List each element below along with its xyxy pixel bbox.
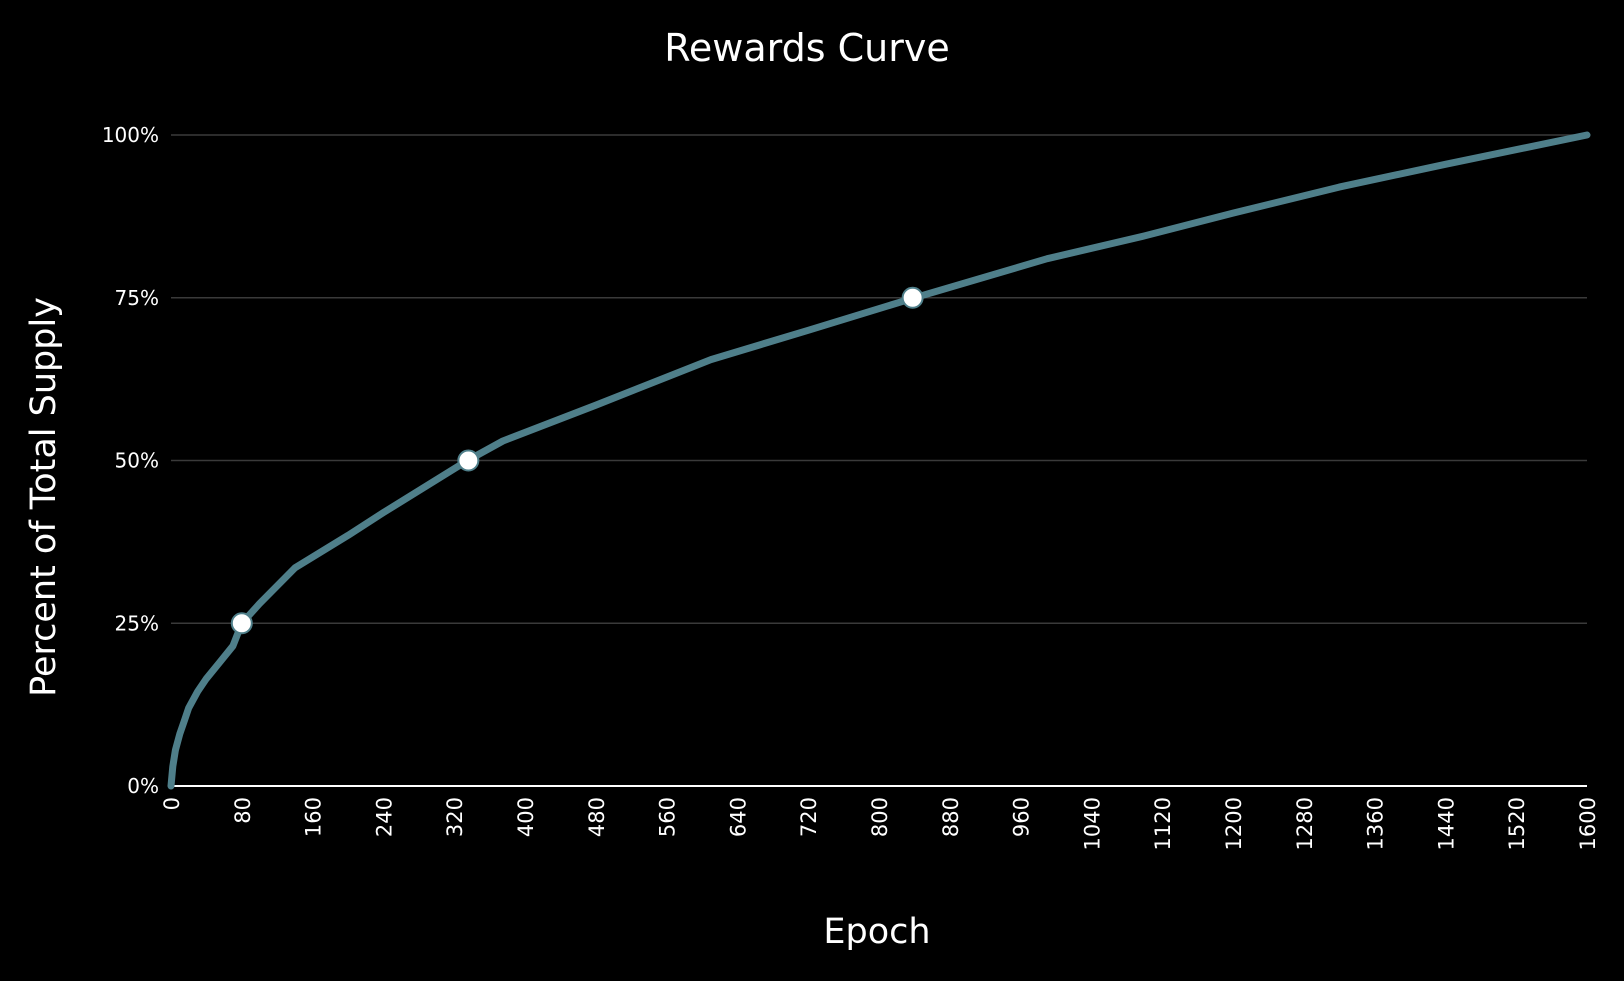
data-point-marker xyxy=(230,612,253,635)
markers-layer xyxy=(230,286,924,635)
y-tick-label: 0% xyxy=(127,774,159,798)
x-tick-label: 1120 xyxy=(1151,797,1175,850)
x-tick-label: 400 xyxy=(514,797,538,837)
x-tick-label: 160 xyxy=(302,797,326,837)
x-tick-label: 800 xyxy=(868,797,892,837)
x-tick-label: 560 xyxy=(656,797,680,837)
data-point-marker xyxy=(901,286,924,309)
x-tick-label: 1280 xyxy=(1293,797,1317,850)
x-tick-label: 0 xyxy=(160,797,184,810)
x-tick-label: 960 xyxy=(1010,797,1034,837)
x-tick-label: 1600 xyxy=(1576,797,1600,850)
grid-lines xyxy=(171,134,1587,624)
x-tick-label: 480 xyxy=(585,797,609,837)
x-tick-label: 80 xyxy=(231,797,255,824)
x-tick-label: 1200 xyxy=(1222,797,1246,850)
y-axis-label: Percent of Total Supply xyxy=(24,297,64,697)
x-tick-label: 240 xyxy=(372,797,396,837)
x-tick-label: 1440 xyxy=(1434,797,1458,850)
x-axis-label: Epoch xyxy=(823,912,930,952)
x-tick-labels: 0 80 160 240 320 400 480 560 640 720 800 880 960 1040… xyxy=(160,797,1600,850)
x-tick-label: 320 xyxy=(443,797,467,837)
y-tick-label: 100% xyxy=(102,123,159,147)
x-tick-label: 1040 xyxy=(1080,797,1104,850)
x-tick-label: 1520 xyxy=(1505,797,1529,850)
x-tick-label: 1360 xyxy=(1364,797,1388,850)
y-tick-label: 50% xyxy=(115,449,159,473)
series-layer xyxy=(167,131,1591,790)
x-tick-label: 880 xyxy=(939,797,963,837)
x-tick-label: 720 xyxy=(797,797,821,837)
series-line xyxy=(167,131,1591,790)
y-tick-label: 75% xyxy=(115,286,159,310)
y-tick-label: 25% xyxy=(115,611,159,635)
y-tick-labels: 0% 25% 50% 75% 100% xyxy=(102,123,159,798)
x-tick-label: 640 xyxy=(726,797,750,837)
chart-title: Rewards Curve xyxy=(664,26,950,70)
data-point-marker xyxy=(457,449,480,472)
